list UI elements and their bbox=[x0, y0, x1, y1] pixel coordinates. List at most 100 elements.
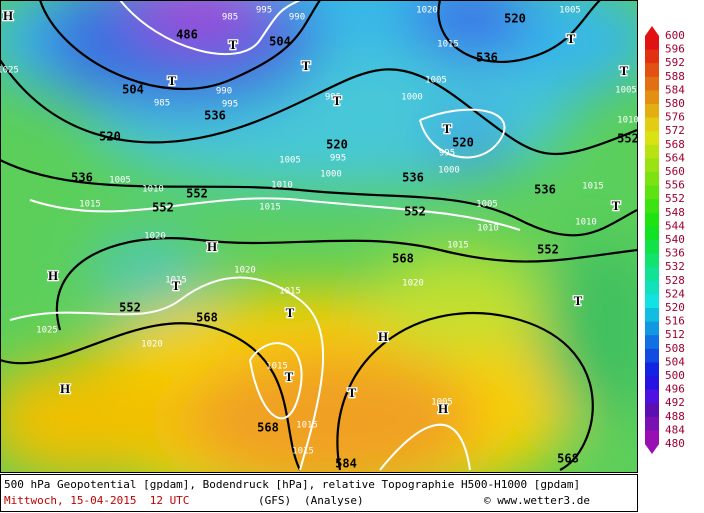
colorbar-label: 548 bbox=[665, 206, 685, 219]
height-label: 536 bbox=[402, 171, 424, 185]
pressure-center: H bbox=[48, 268, 58, 283]
pressure-center: T bbox=[348, 385, 357, 400]
height-label: 552 bbox=[617, 132, 639, 146]
pressure-center: T bbox=[620, 63, 629, 78]
pressure-label: 1025 bbox=[36, 326, 58, 336]
colorbar-swatch bbox=[645, 321, 659, 336]
height-label: 568 bbox=[557, 452, 579, 466]
height-label: 536 bbox=[71, 171, 93, 185]
colorbar-label: 480 bbox=[665, 437, 685, 450]
colorbar-swatch bbox=[645, 280, 659, 295]
pressure-center: T bbox=[172, 278, 181, 293]
colorbar-cap bbox=[645, 444, 659, 454]
pressure-label: 990 bbox=[289, 13, 305, 23]
colorbar-swatch bbox=[645, 131, 659, 146]
height-label: 504 bbox=[122, 83, 144, 97]
height-label: 552 bbox=[404, 205, 426, 219]
pressure-label: 1010 bbox=[617, 116, 639, 126]
height-label: 584 bbox=[335, 457, 357, 471]
colorbar-label: 488 bbox=[665, 410, 685, 423]
colorbar-label: 540 bbox=[665, 233, 685, 246]
colorbar-swatch bbox=[645, 403, 659, 418]
height-label: 536 bbox=[534, 183, 556, 197]
height-label: 520 bbox=[504, 12, 526, 26]
colorbar-swatch bbox=[645, 63, 659, 78]
pressure-label: 1015 bbox=[582, 182, 604, 192]
colorbar-swatch bbox=[645, 348, 659, 363]
pressure-label: 1005 bbox=[425, 76, 447, 86]
colorbar-swatch bbox=[645, 240, 659, 255]
colorbar-label: 572 bbox=[665, 124, 685, 137]
height-label: 552 bbox=[119, 301, 141, 315]
pressure-label: 1025 bbox=[0, 66, 19, 76]
height-label: 486 bbox=[176, 28, 198, 42]
pressure-label: 1015 bbox=[266, 362, 288, 372]
pressure-label: 1015 bbox=[437, 40, 459, 50]
height-label: 504 bbox=[269, 35, 291, 49]
pressure-label: 1010 bbox=[477, 224, 499, 234]
pressure-label: 1020 bbox=[144, 232, 166, 242]
colorbar-label: 496 bbox=[665, 383, 685, 396]
colorbar-label: 560 bbox=[665, 165, 685, 178]
footer-date: Mittwoch, 15-04-2015 12 UTC bbox=[4, 494, 189, 507]
colorbar-swatch bbox=[645, 308, 659, 323]
colorbar-swatch bbox=[645, 253, 659, 268]
colorbar-label: 484 bbox=[665, 423, 685, 436]
footer-title: 500 hPa Geopotential [gpdam], Bodendruck… bbox=[4, 478, 580, 491]
map-field bbox=[0, 0, 637, 473]
colorbar-label: 492 bbox=[665, 396, 685, 409]
footer-run: (Analyse) bbox=[304, 494, 364, 507]
pressure-label: 1005 bbox=[431, 398, 453, 408]
pressure-center: H bbox=[3, 8, 13, 23]
footer-box bbox=[0, 474, 638, 512]
colorbar-label: 532 bbox=[665, 260, 685, 273]
pressure-label: 1010 bbox=[271, 181, 293, 191]
colorbar-label: 516 bbox=[665, 315, 685, 328]
colorbar-swatch bbox=[645, 212, 659, 227]
colorbar-swatch bbox=[645, 90, 659, 105]
colorbar-swatch bbox=[645, 267, 659, 282]
map-border bbox=[0, 0, 638, 473]
pressure-center: H bbox=[378, 329, 388, 344]
colorbar-label: 564 bbox=[665, 151, 685, 164]
pressure-label: 995 bbox=[222, 100, 238, 110]
pressure-label: 995 bbox=[256, 6, 272, 16]
pressure-label: 1005 bbox=[559, 6, 581, 16]
colorbar-cap bbox=[645, 26, 659, 36]
colorbar-swatch bbox=[645, 158, 659, 173]
footer-credit: © www.wetter3.de bbox=[484, 494, 590, 507]
colorbar-swatch bbox=[645, 144, 659, 159]
pressure-label: 1010 bbox=[575, 218, 597, 228]
pressure-label: 1015 bbox=[259, 203, 281, 213]
colorbar-swatch bbox=[645, 117, 659, 132]
pressure-label: 1000 bbox=[401, 93, 423, 103]
pressure-label: 1020 bbox=[234, 266, 256, 276]
colorbar-label: 504 bbox=[665, 355, 685, 368]
colorbar-label: 596 bbox=[665, 43, 685, 56]
colorbar-label: 576 bbox=[665, 111, 685, 124]
height-label: 552 bbox=[537, 243, 559, 257]
colorbar-label: 520 bbox=[665, 301, 685, 314]
height-label: 568 bbox=[392, 252, 414, 266]
colorbar-label: 512 bbox=[665, 328, 685, 341]
colorbar-label: 584 bbox=[665, 83, 685, 96]
height-label: 520 bbox=[452, 136, 474, 150]
colorbar-swatch bbox=[645, 76, 659, 91]
colorbar-swatch bbox=[645, 185, 659, 200]
pressure-label: 995 bbox=[330, 154, 346, 164]
pressure-label: 1015 bbox=[79, 200, 101, 210]
pressure-label: 1010 bbox=[142, 185, 164, 195]
pressure-label: 1015 bbox=[279, 287, 301, 297]
colorbar-label: 556 bbox=[665, 179, 685, 192]
pressure-center: T bbox=[443, 121, 452, 136]
height-label: 568 bbox=[196, 311, 218, 325]
colorbar-swatch bbox=[645, 335, 659, 350]
colorbar-swatch bbox=[645, 104, 659, 119]
pressure-label: 1020 bbox=[416, 6, 438, 16]
pressure-center: T bbox=[612, 198, 621, 213]
colorbar-label: 592 bbox=[665, 56, 685, 69]
colorbar-swatch bbox=[645, 294, 659, 309]
colorbar-swatch bbox=[645, 430, 659, 445]
pressure-label: 1005 bbox=[279, 156, 301, 166]
